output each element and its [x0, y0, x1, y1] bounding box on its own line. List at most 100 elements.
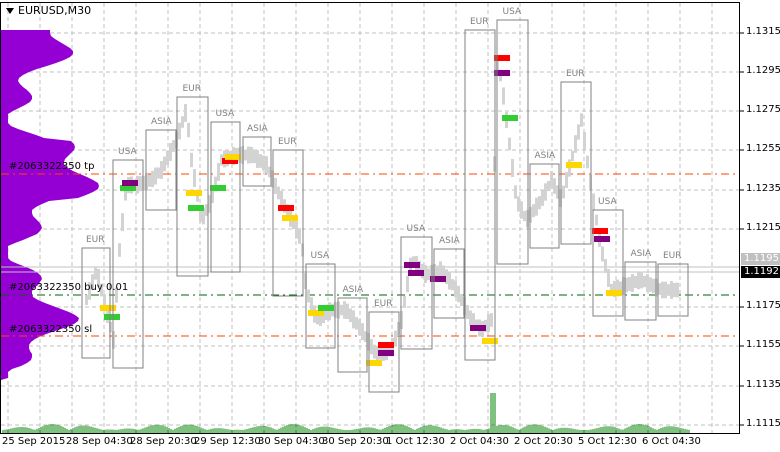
tp-line-label: #2063322350 tp	[9, 161, 95, 172]
cluster-block	[282, 215, 298, 221]
price-bar	[511, 159, 514, 177]
session-label: ASIA	[151, 117, 172, 127]
price-bar	[571, 150, 574, 162]
price-bar	[577, 124, 580, 140]
volume-profile	[1, 30, 99, 380]
price-bar	[628, 276, 631, 292]
cluster-block	[100, 305, 116, 311]
price-bar	[298, 228, 301, 244]
price-axis-label: 1.1115	[746, 418, 780, 429]
price-bar	[652, 278, 655, 294]
price-bar	[520, 201, 523, 219]
price-bar	[661, 281, 664, 299]
cluster-block	[404, 262, 420, 268]
price-bar	[451, 279, 454, 291]
price-bar	[148, 174, 151, 187]
price-bar	[295, 221, 298, 239]
time-axis-label: 29 Sep 12:30	[194, 436, 261, 447]
price-bar	[532, 204, 535, 218]
cluster-block	[278, 205, 294, 211]
price-bar	[580, 113, 583, 127]
cluster-block	[222, 158, 238, 164]
chart-plot-area[interactable]	[0, 2, 740, 434]
price-bar	[586, 155, 589, 169]
price-axis-label: 1.1275	[746, 104, 780, 115]
price-axis-label: 1.1215	[746, 222, 780, 233]
session-box	[337, 297, 368, 373]
price-bar	[265, 156, 268, 174]
price-bar	[103, 294, 106, 310]
price-bar	[445, 269, 448, 285]
session-label: EUR	[182, 84, 202, 94]
price-bar	[355, 317, 358, 330]
session-label: ASIA	[630, 249, 652, 259]
price-bar	[427, 268, 430, 281]
price-axis-label: 1.1135	[746, 379, 780, 390]
price-bar	[436, 265, 439, 278]
price-bar	[517, 196, 520, 212]
price-bar	[151, 170, 154, 188]
price-bar	[460, 293, 463, 307]
price-axis-label: 1.1295	[746, 65, 780, 76]
price-bar	[208, 195, 211, 213]
price-bar	[292, 218, 295, 230]
price-bar	[574, 135, 577, 153]
session-box	[433, 248, 465, 319]
sl-line-label: #2063322350 sl	[9, 324, 93, 335]
session-label: EUR	[374, 299, 393, 309]
price-bar	[544, 183, 547, 201]
price-bar	[457, 285, 460, 303]
price-bar	[118, 243, 121, 257]
price-bar	[541, 190, 544, 206]
chart-title[interactable]: EURUSD,M30	[6, 4, 91, 17]
price-bar	[538, 196, 541, 210]
price-bar	[595, 214, 598, 226]
cluster-block	[502, 115, 518, 121]
price-bar	[637, 272, 640, 290]
price-bar	[244, 149, 247, 161]
price-axis-label: 1.1235	[746, 183, 780, 194]
price-bar	[124, 188, 127, 201]
session-box	[368, 311, 400, 393]
session-label: USA	[215, 109, 235, 119]
price-bar	[643, 275, 646, 288]
price-bar	[181, 116, 184, 128]
session-box	[560, 81, 592, 245]
price-bar	[664, 281, 667, 299]
price-bar	[259, 154, 262, 168]
price-bar	[616, 279, 619, 297]
dropdown-triangle-icon[interactable]	[6, 7, 14, 14]
price-bar	[346, 303, 349, 319]
price-bar	[424, 265, 427, 283]
price-bar	[343, 301, 346, 319]
price-bar	[184, 104, 187, 122]
cluster-block	[594, 236, 610, 242]
symbol-label: EURUSD,M30	[18, 4, 92, 17]
price-bar	[619, 281, 622, 293]
time-axis-label: 5 Oct 12:30	[578, 436, 637, 447]
price-bar	[625, 277, 628, 293]
price-bar	[349, 308, 352, 323]
price-axis-label: 1.1315	[746, 26, 780, 37]
price-bar	[667, 284, 670, 296]
time-axis-label: 25 Sep 2015	[2, 436, 66, 447]
price-bar	[592, 193, 595, 211]
price-bar	[139, 176, 142, 192]
price-bar	[157, 167, 160, 179]
price-bar	[364, 331, 367, 343]
price-bar	[193, 169, 196, 187]
price-bar	[166, 150, 169, 166]
cluster-block	[430, 276, 446, 282]
price-bar	[394, 330, 397, 346]
price-bar	[604, 259, 607, 273]
price-bar	[214, 176, 217, 192]
price-bar	[310, 297, 313, 313]
price-bar	[556, 185, 559, 199]
price-bar	[286, 204, 289, 220]
price-bar	[160, 161, 163, 179]
session-label: USA	[118, 147, 137, 157]
session-label: ASIA	[247, 124, 268, 134]
price-bar	[328, 302, 331, 321]
session-box	[210, 121, 241, 273]
